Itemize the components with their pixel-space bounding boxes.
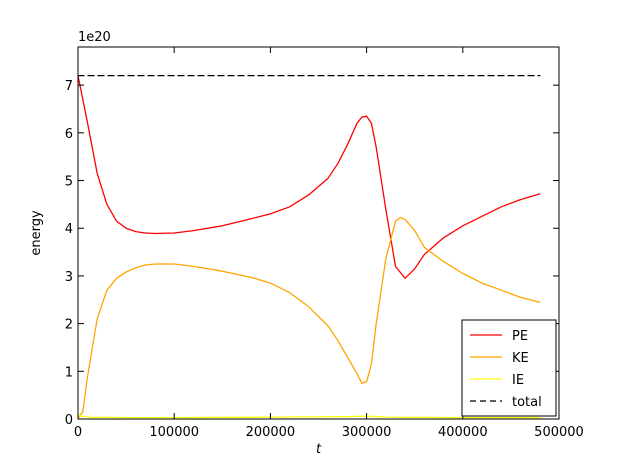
x-tick-label: 500000	[534, 425, 584, 440]
y-tick-label: 7	[65, 79, 73, 94]
y-tick-label: 2	[65, 318, 73, 333]
x-tick-label: 100000	[149, 425, 199, 440]
x-tick-label: 0	[74, 425, 82, 440]
plot-area-frame	[77, 46, 560, 420]
y-axis-offset-label: 1e20	[78, 30, 111, 45]
y-axis-ticks: 0 1 2 3 4 5 6 7	[65, 79, 559, 428]
legend-label: total	[512, 395, 542, 410]
y-tick-label: 1	[65, 365, 73, 380]
legend-label: PE	[512, 329, 528, 344]
y-axis-label: energy	[29, 210, 44, 256]
series-line-ke	[78, 217, 541, 419]
x-axis-label: t	[316, 442, 322, 457]
legend: PE KE IE total	[461, 319, 557, 417]
legend-label: KE	[512, 351, 529, 366]
y-tick-label: 3	[65, 270, 73, 285]
x-tick-label: 300000	[342, 425, 392, 440]
y-tick-label: 6	[65, 127, 73, 142]
x-axis-ticks: 0 100000 200000 300000 400000 500000	[74, 47, 584, 440]
y-tick-label: 0	[65, 413, 73, 428]
y-tick-label: 4	[65, 222, 73, 237]
x-tick-label: 200000	[246, 425, 296, 440]
series-line-pe	[78, 74, 541, 279]
x-tick-label: 400000	[438, 425, 488, 440]
y-tick-label: 5	[65, 175, 73, 190]
legend-label: IE	[512, 373, 524, 388]
legend-box	[461, 319, 557, 417]
